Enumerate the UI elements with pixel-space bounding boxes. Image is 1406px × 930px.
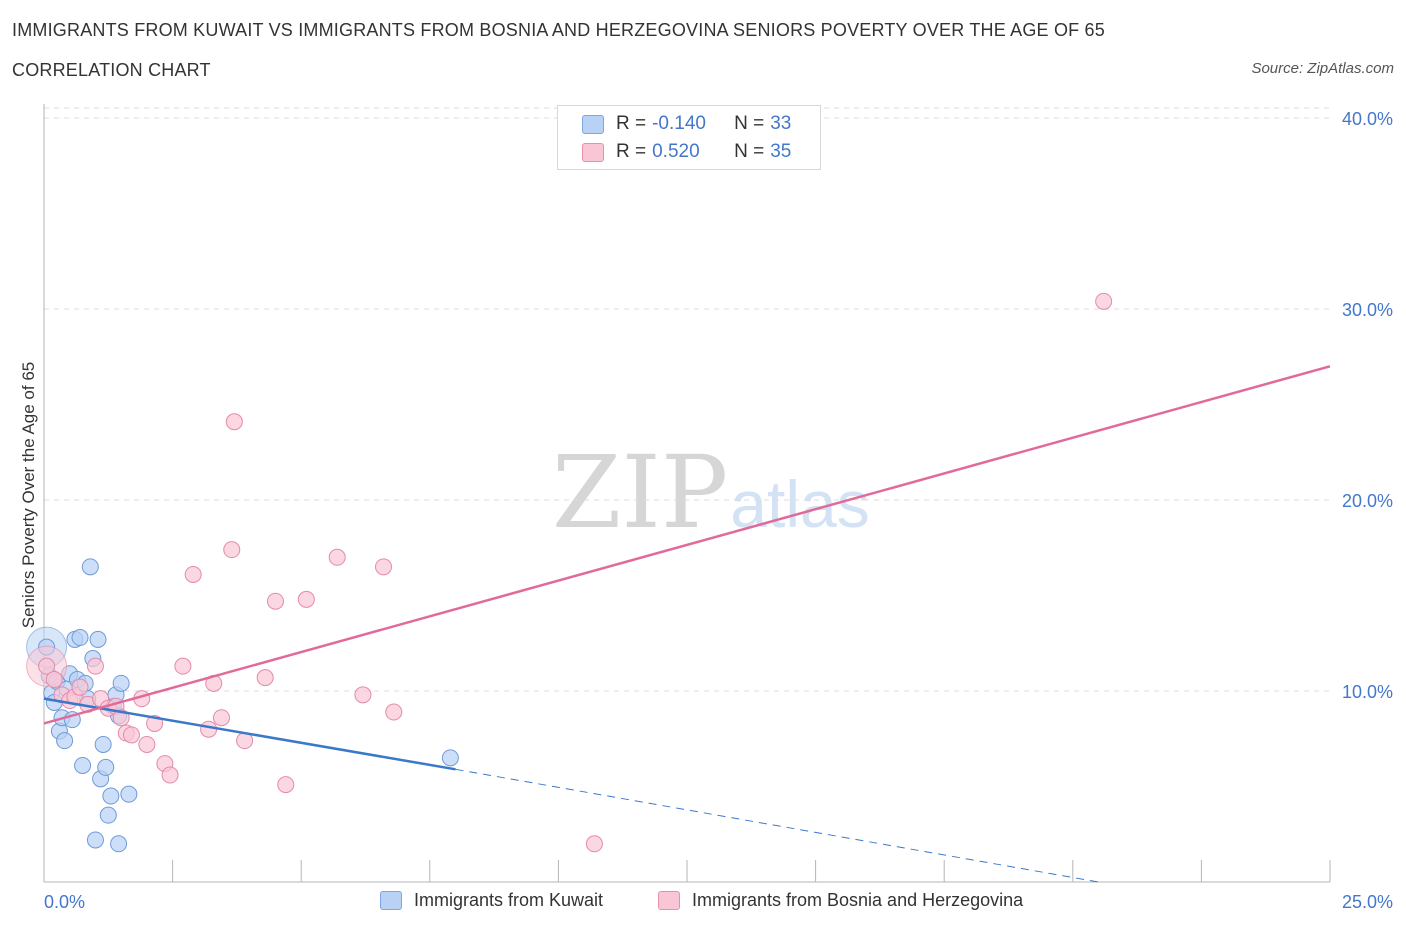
legend-r-label: R = — [616, 141, 647, 162]
bosnia-point — [122, 726, 140, 744]
bosnia-point — [184, 565, 202, 583]
source-credit: Source: ZipAtlas.com — [1251, 60, 1394, 77]
kuwait-trend-extension — [455, 768, 1099, 883]
series-legend-bosnia[interactable]: Immigrants from Bosnia and Herzegovina — [658, 890, 1023, 911]
bosnia-point — [71, 678, 89, 696]
series-label-kuwait: Immigrants from Kuwait — [414, 890, 604, 910]
bosnia-point — [38, 657, 56, 675]
series-label-bosnia: Immigrants from Bosnia and Herzegovina — [692, 890, 1024, 910]
bosnia-point — [1095, 292, 1113, 310]
y-tick-label: 30.0% — [1342, 300, 1393, 320]
legend-n-value-bosnia: 35 — [770, 141, 792, 162]
bosnia-point — [212, 709, 230, 727]
watermark-atlas: atlas — [730, 467, 869, 541]
y-tick-label: 40.0% — [1342, 109, 1393, 129]
series-legend-kuwait[interactable]: Immigrants from Kuwait — [380, 890, 603, 911]
legend-swatch-bosnia — [582, 142, 604, 162]
bosnia-point — [223, 541, 241, 559]
kuwait-point — [120, 785, 138, 803]
x-tick-label-min: 0.0% — [44, 892, 85, 912]
kuwait-point — [441, 749, 459, 767]
bosnia-point — [385, 703, 403, 721]
kuwait-trend-line — [43, 697, 456, 771]
kuwait-point — [81, 558, 99, 576]
series-swatch-kuwait — [380, 891, 402, 910]
kuwait-point — [99, 806, 117, 824]
bosnia-point — [585, 835, 603, 853]
chart-subtitle: CORRELATION CHART — [12, 60, 211, 80]
kuwait-point — [110, 835, 128, 853]
kuwait-point — [89, 630, 107, 648]
kuwait-point — [56, 732, 74, 750]
kuwait-point — [102, 787, 120, 805]
watermark-zip: ZIP — [552, 434, 728, 551]
legend-swatch-kuwait — [582, 114, 604, 134]
legend-row-kuwait: R = -0.140 N = 33 — [582, 112, 791, 136]
series-swatch-bosnia — [658, 891, 680, 910]
bosnia-point — [200, 720, 218, 738]
bosnia-point — [161, 766, 179, 784]
kuwait-point — [71, 629, 89, 647]
y-tick-label: 10.0% — [1342, 682, 1393, 702]
bosnia-point — [174, 657, 192, 675]
legend-n-value-kuwait: 33 — [770, 113, 792, 134]
x-tick-label-max: 25.0% — [1342, 892, 1393, 912]
bosnia-point — [266, 592, 284, 610]
kuwait-point — [74, 756, 92, 774]
legend-r-label: R = — [616, 113, 647, 134]
chart-title: IMMIGRANTS FROM KUWAIT VS IMMIGRANTS FRO… — [12, 20, 1105, 40]
legend-row-bosnia: R = 0.520 N = 35 — [582, 140, 791, 164]
bosnia-point — [354, 686, 372, 704]
bosnia-point — [225, 413, 243, 431]
legend-n-label: N = — [734, 141, 765, 162]
correlation-legend: R = -0.140 N = 33 R = 0.520 N = 35 — [557, 105, 821, 170]
series-legend: Immigrants from Kuwait Immigrants from B… — [0, 890, 1406, 914]
bosnia-point — [86, 657, 104, 675]
legend-n-label: N = — [734, 113, 765, 134]
legend-r-value-kuwait: -0.140 — [652, 113, 706, 134]
y-axis-label: Seniors Poverty Over the Age of 65 — [19, 361, 38, 629]
kuwait-point — [94, 735, 112, 753]
y-tick-label: 20.0% — [1342, 491, 1393, 511]
bosnia-point — [277, 776, 295, 794]
kuwait-point — [97, 758, 115, 776]
legend-r-value-bosnia: 0.520 — [652, 141, 700, 162]
bosnia-point — [45, 671, 63, 689]
bosnia-point — [297, 590, 315, 608]
bosnia-trend-line — [43, 365, 1331, 725]
bosnia-point — [375, 558, 393, 576]
bosnia-point — [256, 669, 274, 687]
kuwait-point — [112, 674, 130, 692]
bosnia-point — [138, 735, 156, 753]
bosnia-point — [328, 548, 346, 566]
kuwait-point — [86, 831, 104, 849]
